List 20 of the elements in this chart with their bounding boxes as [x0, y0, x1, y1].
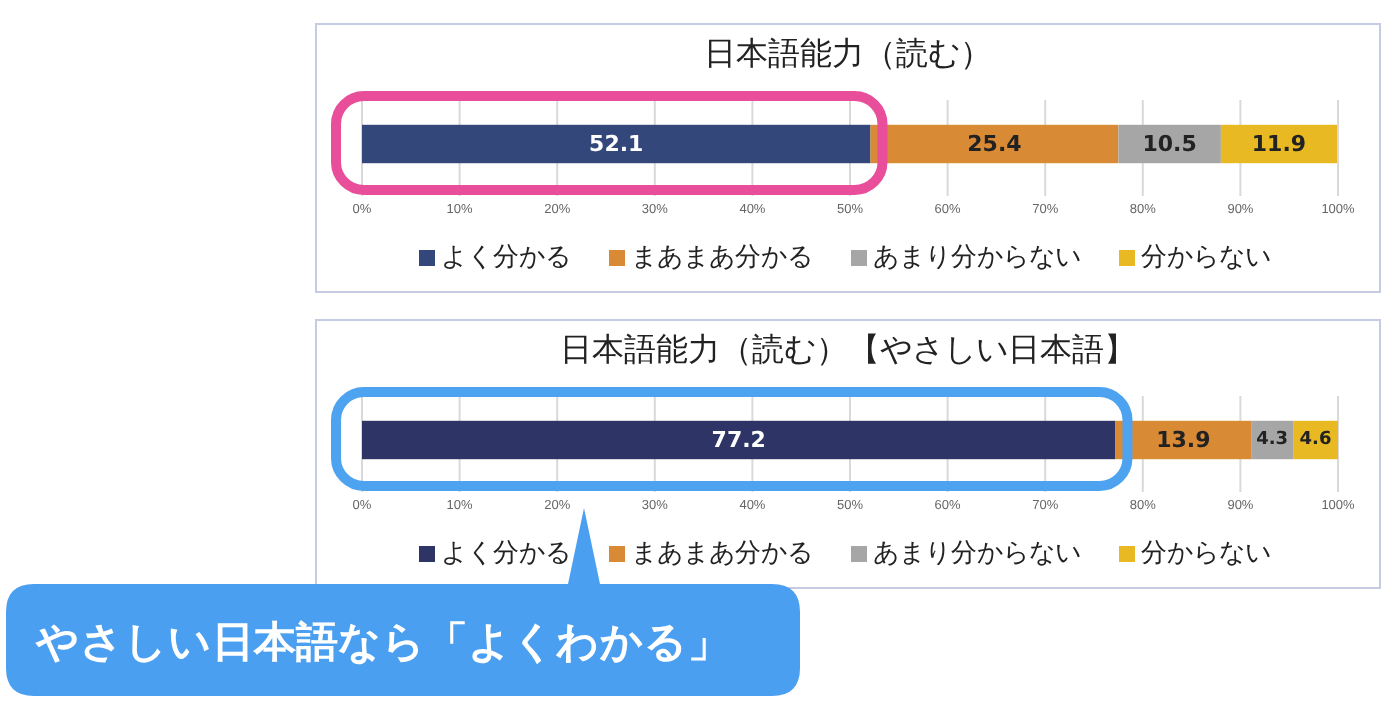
- legend-label: よく分かる: [441, 539, 571, 569]
- bar: [870, 124, 1119, 164]
- data-label: 4.3: [1256, 430, 1289, 450]
- data-label: 25.4: [967, 131, 1023, 157]
- chart-title: 日本語能力（読む）【やさしい日本語】: [560, 330, 1136, 368]
- text: やさしい日本語なら「よくわかる」: [34, 618, 730, 666]
- data-label: 10.5: [1142, 131, 1197, 157]
- legend-label: 分からない: [1141, 243, 1271, 273]
- data-label: 13.9: [1156, 427, 1211, 453]
- chart-title: 日本語能力（読む）: [704, 34, 992, 72]
- legend-label: よく分かる: [441, 243, 571, 273]
- legend-label: まあまあ分かる: [631, 539, 813, 569]
- data-label: 52.1: [589, 131, 644, 157]
- data-label: 77.2: [711, 427, 766, 453]
- legend-label: あまり分からない: [873, 243, 1081, 273]
- legend-label: まあまあ分かる: [631, 243, 813, 273]
- data-label: 11.9: [1251, 131, 1307, 157]
- data-label: 4.6: [1299, 430, 1332, 450]
- legend-label: あまり分からない: [873, 539, 1081, 569]
- legend-label: 分からない: [1141, 539, 1271, 569]
